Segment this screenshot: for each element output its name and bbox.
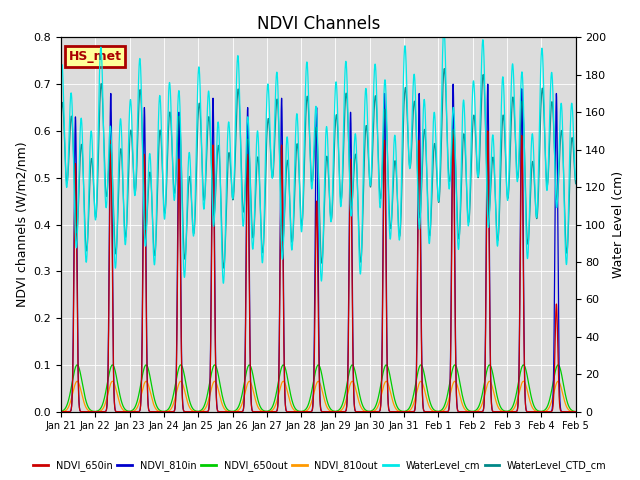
Title: NDVI Channels: NDVI Channels <box>257 15 380 33</box>
Y-axis label: NDVI channels (W/m2/nm): NDVI channels (W/m2/nm) <box>15 142 28 307</box>
Legend: NDVI_650in, NDVI_810in, NDVI_650out, NDVI_810out, WaterLevel_cm, WaterLevel_CTD_: NDVI_650in, NDVI_810in, NDVI_650out, NDV… <box>29 456 611 475</box>
Y-axis label: Water Level (cm): Water Level (cm) <box>612 171 625 278</box>
Text: HS_met: HS_met <box>68 50 122 63</box>
